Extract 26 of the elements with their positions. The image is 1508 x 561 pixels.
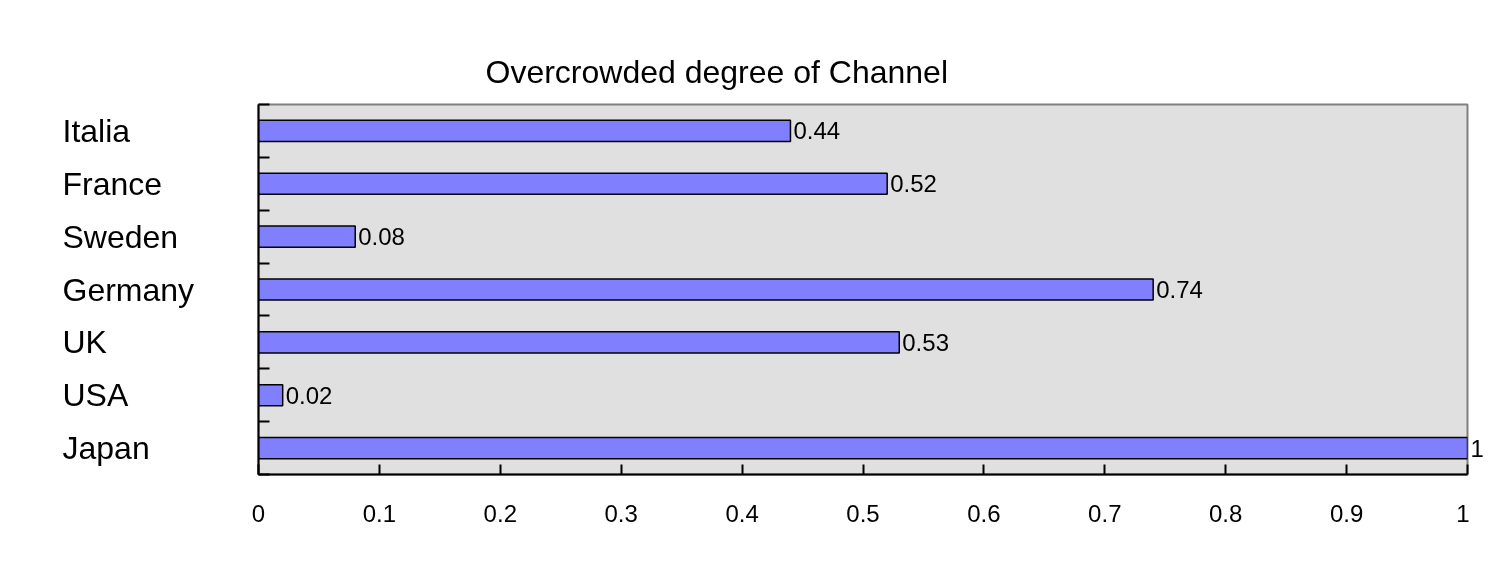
y-tick-label: Italia (62, 112, 131, 149)
x-tick-label: 0.1 (362, 499, 397, 527)
data-label: 0.44 (793, 117, 841, 145)
x-tick-label: 0.8 (1209, 499, 1243, 527)
data-label: 0.08 (358, 223, 405, 251)
x-tick-label: 0.9 (1329, 499, 1364, 527)
x-tick-label: 0 (251, 499, 266, 527)
x-tick-label: 0.2 (483, 499, 517, 527)
data-label: 0.53 (902, 328, 949, 356)
x-tick-label: 0.3 (604, 499, 638, 527)
y-tick-label: UK (62, 324, 107, 361)
x-tick-label: 0.5 (846, 499, 880, 527)
x-tick-label: 1 (1456, 499, 1470, 527)
y-tick-label: Sweden (62, 218, 179, 255)
data-label: 0.52 (890, 170, 937, 198)
x-tick-label: 0.6 (967, 499, 1001, 527)
y-tick-label: Japan (62, 430, 150, 467)
data-label: 0.74 (1156, 276, 1203, 303)
y-tick-label: USA (62, 377, 129, 414)
x-tick-label: 0.4 (725, 499, 759, 527)
data-label: 0.02 (285, 381, 333, 409)
y-tick-label: Germany (62, 271, 195, 308)
data-label: 1 (1470, 434, 1484, 462)
y-tick-label: France (62, 165, 163, 202)
x-tick-label: 0.7 (1088, 499, 1122, 527)
chart-title: Overcrowded degree of Channel (485, 53, 948, 90)
